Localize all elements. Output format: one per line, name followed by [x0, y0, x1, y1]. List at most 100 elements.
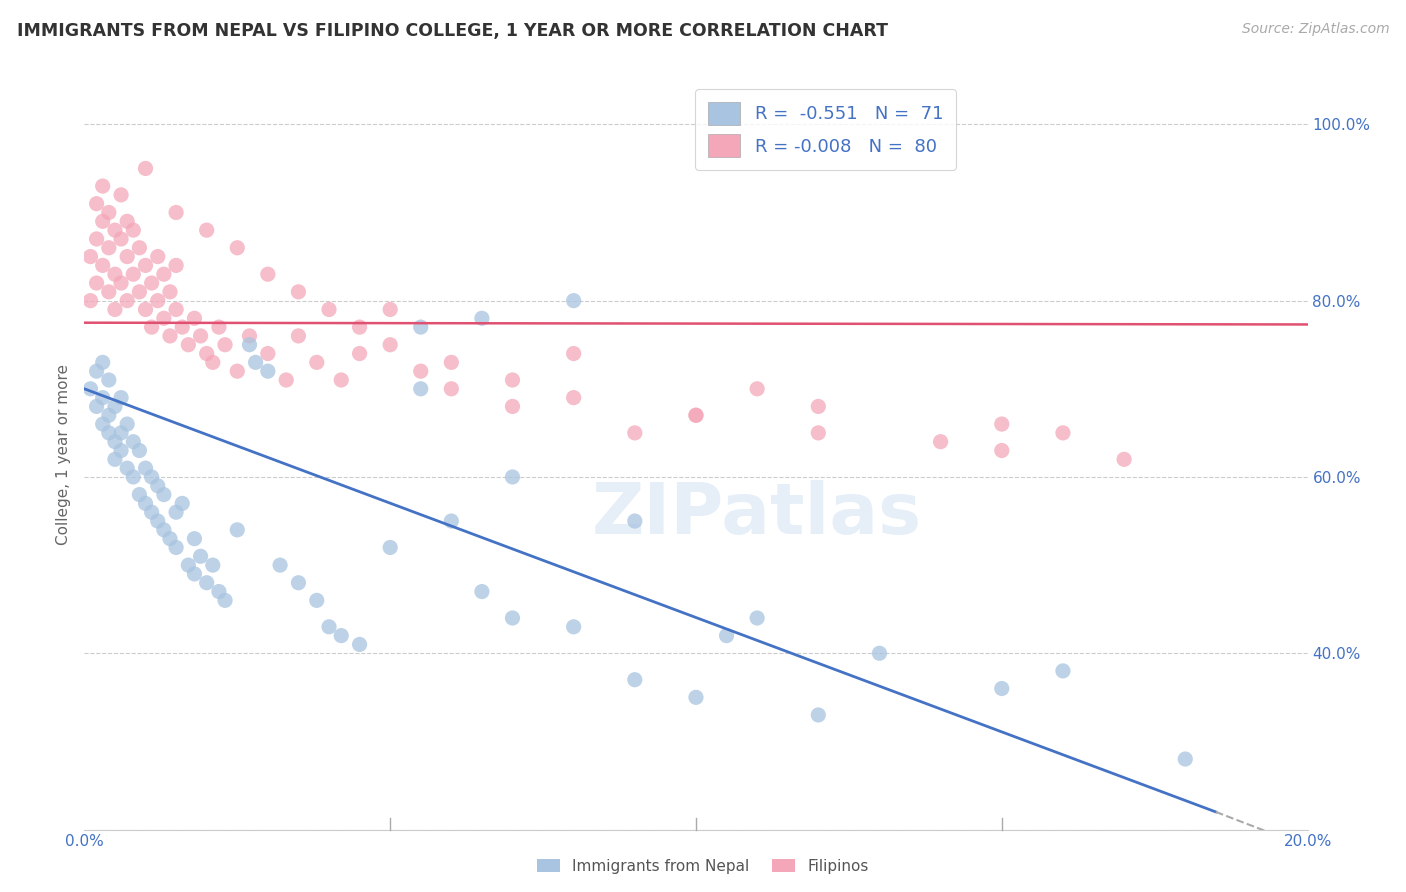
Point [276, 373, 298, 387]
Point [1052, 664, 1074, 678]
Point [79, 293, 101, 308]
Point [214, 337, 236, 351]
Point [380, 337, 402, 351]
Point [208, 320, 231, 334]
Point [1052, 425, 1074, 440]
Point [91, 355, 114, 369]
Point [115, 417, 138, 431]
Point [110, 276, 132, 290]
Point [104, 302, 127, 317]
Y-axis label: College, 1 year or more: College, 1 year or more [56, 365, 72, 545]
Point [177, 337, 200, 351]
Point [624, 673, 647, 687]
Point [201, 558, 224, 573]
Point [122, 434, 145, 449]
Point [128, 487, 150, 501]
Point [153, 311, 176, 326]
Point [86, 196, 108, 211]
Point [349, 637, 371, 651]
Point [135, 161, 157, 176]
Point [146, 479, 169, 493]
Point [122, 267, 145, 281]
Point [110, 443, 132, 458]
Point [991, 417, 1014, 431]
Point [190, 329, 212, 343]
Point [440, 514, 463, 528]
Point [214, 593, 236, 607]
Point [104, 400, 127, 414]
Point [135, 461, 157, 475]
Point [685, 409, 707, 423]
Point [747, 611, 769, 625]
Point [135, 302, 157, 317]
Legend: Immigrants from Nepal, Filipinos: Immigrants from Nepal, Filipinos [531, 853, 875, 880]
Point [208, 584, 231, 599]
Point [104, 434, 127, 449]
Point [409, 382, 432, 396]
Point [440, 382, 463, 396]
Point [172, 496, 194, 510]
Point [153, 523, 176, 537]
Point [318, 620, 340, 634]
Point [349, 346, 371, 360]
Point [97, 285, 120, 299]
Point [330, 629, 353, 643]
Point [146, 250, 169, 264]
Point [305, 593, 328, 607]
Point [165, 505, 187, 519]
Point [91, 391, 114, 405]
Point [91, 417, 114, 431]
Point [79, 382, 101, 396]
Point [97, 425, 120, 440]
Point [153, 487, 176, 501]
Point [195, 223, 218, 237]
Point [471, 311, 494, 326]
Point [86, 232, 108, 246]
Point [380, 541, 402, 555]
Point [141, 505, 163, 519]
Point [115, 293, 138, 308]
Point [115, 461, 138, 475]
Text: Source: ZipAtlas.com: Source: ZipAtlas.com [1241, 22, 1389, 37]
Point [128, 241, 150, 255]
Point [91, 214, 114, 228]
Point [807, 400, 830, 414]
Point [991, 443, 1014, 458]
Point [91, 179, 114, 194]
Point [128, 285, 150, 299]
Point [409, 320, 432, 334]
Point [502, 611, 524, 625]
Point [747, 382, 769, 396]
Point [115, 250, 138, 264]
Point [146, 293, 169, 308]
Point [104, 452, 127, 467]
Point [165, 205, 187, 219]
Point [562, 293, 585, 308]
Point [104, 267, 127, 281]
Point [807, 425, 830, 440]
Point [991, 681, 1014, 696]
Point [380, 302, 402, 317]
Point [624, 425, 647, 440]
Legend: R =  -0.551   N =  71, R = -0.008   N =  80: R = -0.551 N = 71, R = -0.008 N = 80 [696, 89, 956, 170]
Point [318, 302, 340, 317]
Point [562, 620, 585, 634]
Point [226, 364, 249, 378]
Point [110, 232, 132, 246]
Point [97, 205, 120, 219]
Point [122, 223, 145, 237]
Point [110, 187, 132, 202]
Point [502, 400, 524, 414]
Point [172, 320, 194, 334]
Point [141, 320, 163, 334]
Point [128, 443, 150, 458]
Point [141, 470, 163, 484]
Point [257, 267, 280, 281]
Point [257, 346, 280, 360]
Point [159, 285, 181, 299]
Point [287, 329, 309, 343]
Point [201, 355, 224, 369]
Point [1174, 752, 1197, 766]
Point [183, 532, 205, 546]
Point [245, 355, 267, 369]
